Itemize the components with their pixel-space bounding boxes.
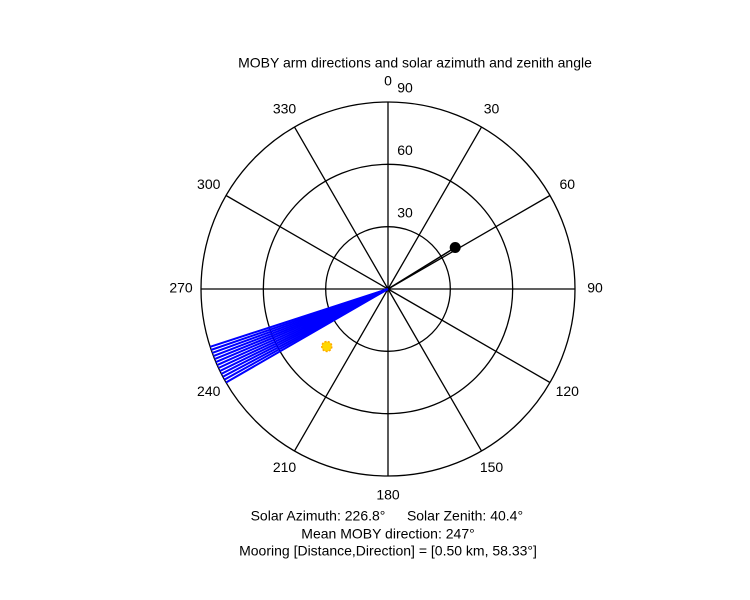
ring (200, 101, 576, 477)
angle-tick-label: 150 (480, 459, 504, 475)
annotation: Solar Zenith: 40.4° (407, 508, 523, 524)
annotation: Solar Azimuth: 226.8° (251, 508, 386, 524)
ring (325, 226, 451, 352)
angle-tick-label: 90 (587, 280, 603, 296)
mooring-line (387, 246, 456, 290)
r-tick-label: 90 (397, 80, 413, 96)
r-tick-label: 60 (397, 142, 413, 158)
spoke (387, 288, 551, 384)
angle-tick-label: 180 (376, 487, 400, 503)
angle-tick-label: 330 (273, 100, 297, 116)
sun-marker (321, 340, 333, 353)
chart-title: MOBY arm directions and solar azimuth an… (238, 55, 592, 71)
r-tick-label: 30 (397, 204, 413, 220)
spoke (387, 288, 483, 452)
ring (262, 163, 514, 415)
angle-tick-label: 240 (197, 383, 221, 399)
annotation: Mean MOBY direction: 247° (301, 526, 474, 542)
mooring-marker (449, 242, 461, 254)
spoke (387, 126, 483, 290)
annotation: Mooring [Distance,Direction] = [0.50 km,… (239, 543, 537, 559)
spoke (293, 126, 389, 290)
angle-tick-label: 120 (556, 383, 580, 399)
angle-tick-label: 60 (559, 176, 575, 192)
angle-tick-label: 270 (169, 280, 193, 296)
angle-tick-label: 210 (273, 459, 297, 475)
spoke (293, 288, 389, 452)
angle-tick-label: 300 (197, 176, 221, 192)
arm-line (209, 288, 389, 348)
spoke (225, 194, 389, 290)
angle-tick-label: 30 (484, 100, 500, 116)
spoke (387, 194, 551, 290)
angle-tick-label: 0 (384, 73, 392, 89)
